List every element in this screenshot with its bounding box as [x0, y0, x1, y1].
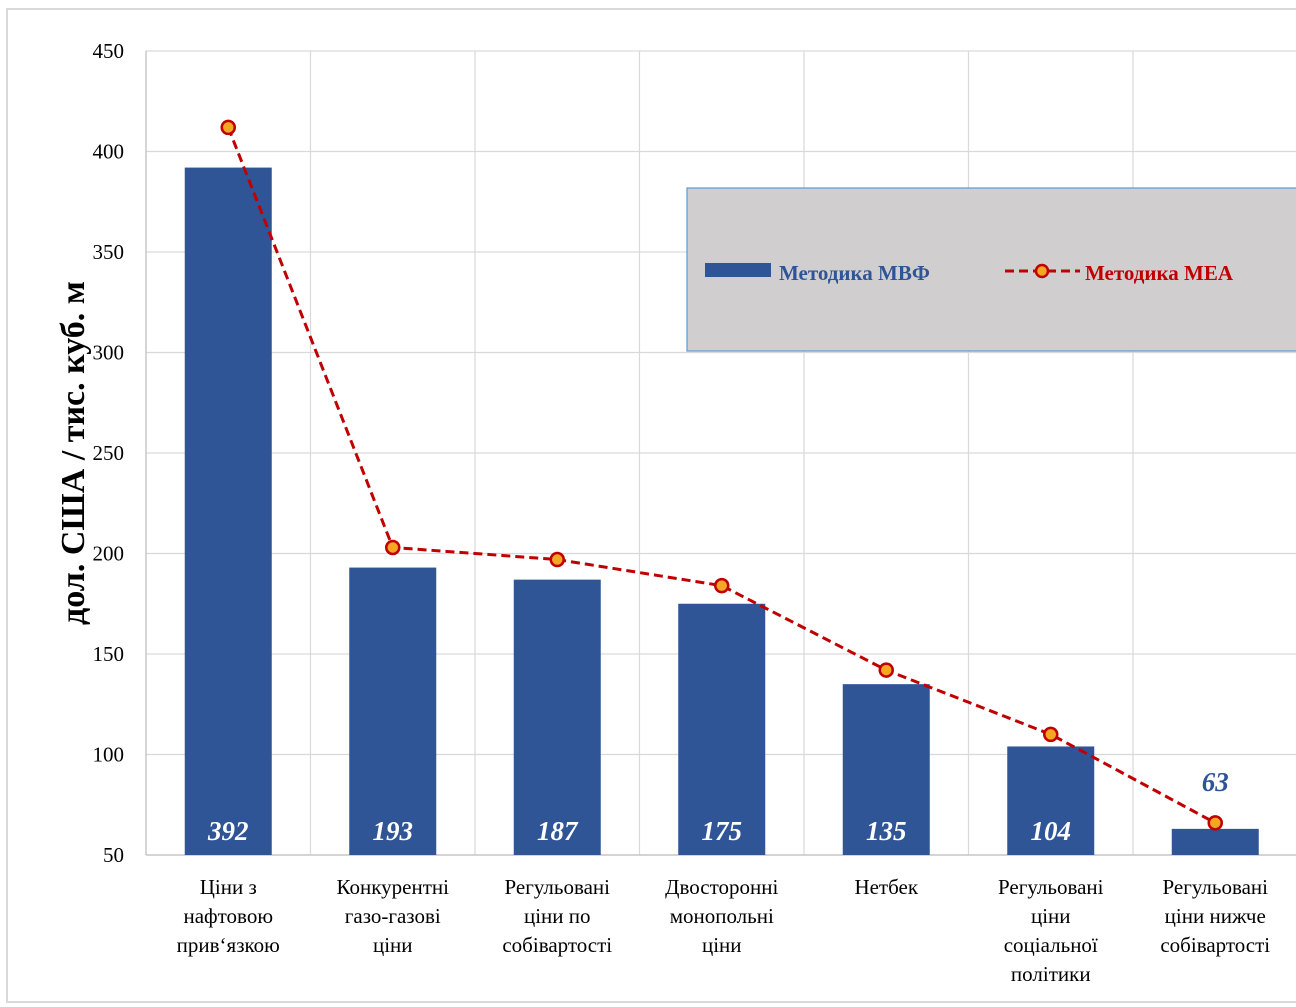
bar-data-label: 135	[866, 816, 907, 846]
bar-data-label: 187	[537, 816, 579, 846]
mea-point	[878, 662, 894, 678]
y-axis-label: дол. США / тис. куб. м	[55, 281, 92, 625]
bar-mvf	[1171, 828, 1259, 855]
y-tick-label: 150	[93, 642, 125, 666]
bar-mvf	[842, 684, 930, 855]
bar-data-labels: 392 193 187 175 135 104 63	[207, 767, 1229, 846]
bar-data-label: 193	[373, 816, 414, 846]
category-labels: Ціни з нафтовою прив‘язкою Конкурентні газо-…	[177, 875, 1271, 986]
y-tick-label: 100	[93, 743, 125, 767]
category-label-line: газо-газові	[345, 904, 441, 928]
category-label-line: політики	[1011, 962, 1091, 986]
category-label-line: Ціни з	[200, 875, 257, 899]
mea-point	[1207, 815, 1223, 831]
category-label-line: Регульовані	[504, 875, 610, 899]
category-label-line: Двосторонні	[665, 875, 778, 899]
bar-mvf	[678, 603, 766, 855]
bars	[184, 167, 1259, 855]
y-tick-label: 50	[103, 843, 124, 867]
bar-data-label: 63	[1202, 767, 1229, 797]
mea-point	[714, 577, 730, 594]
category-label-line: ціни	[1031, 904, 1071, 928]
mea-point	[220, 119, 236, 136]
mea-point	[1043, 726, 1059, 743]
bar-data-label: 104	[1031, 816, 1072, 846]
category-label-line: ціни	[702, 933, 742, 957]
category-label-line: монопольні	[670, 904, 774, 928]
bar-data-label: 175	[702, 816, 743, 846]
legend-mea-marker	[1034, 263, 1050, 279]
category-label-line: соціальної	[1004, 933, 1098, 957]
legend: Методика МВФ Методика МЕА	[686, 187, 1296, 352]
legend-mvf-label: Методика МВФ	[779, 261, 930, 285]
y-tick-label: 450	[93, 39, 125, 63]
category-label: Регульовані ціни соціальної політики	[998, 875, 1104, 986]
category-label-line: нафтовою	[183, 904, 273, 928]
category-label: Регульовані ціни по собівартості	[502, 875, 612, 957]
category-label: Ціни з нафтовою прив‘язкою	[177, 875, 280, 957]
category-label-line: собівартості	[502, 933, 612, 957]
category-label: Двосторонні монопольні ціни	[665, 875, 778, 957]
category-label-line: Конкурентні	[337, 875, 450, 899]
category-label-line: Регульовані	[1162, 875, 1268, 899]
category-label-line: ціни нижче	[1165, 904, 1266, 928]
y-tick-label: 250	[93, 441, 125, 465]
gridlines	[145, 50, 1296, 856]
category-label-line: Регульовані	[998, 875, 1104, 899]
category-label-line: Нетбек	[854, 875, 918, 899]
category-label: Конкурентні газо-газові ціни	[337, 875, 450, 957]
y-tick-label: 200	[93, 542, 125, 566]
legend-mvf-swatch	[705, 263, 771, 277]
y-tick-label: 400	[93, 140, 125, 164]
category-label-line: ціни	[373, 933, 413, 957]
category-label: Регульовані ціни нижче собівартості	[1160, 875, 1270, 957]
mea-point	[549, 551, 565, 568]
mea-line	[220, 119, 1223, 831]
y-tick-label: 350	[93, 240, 125, 264]
legend-box	[686, 187, 1296, 352]
legend-mea-label: Методика МЕА	[1085, 261, 1234, 285]
bar-mvf	[513, 579, 601, 855]
bar-mvf	[184, 167, 272, 855]
category-label-line: прив‘язкою	[177, 933, 280, 957]
category-label-line: ціни по	[524, 904, 591, 928]
category-label: Нетбек	[854, 875, 918, 899]
bar-mvf	[1007, 746, 1095, 855]
y-tick-labels: 50 100 150 200 250 300 350 400 450	[93, 39, 125, 867]
mea-point	[385, 539, 401, 556]
y-tick-label: 300	[93, 341, 125, 365]
category-label-line: собівартості	[1160, 933, 1270, 957]
bar-mvf	[349, 567, 437, 855]
bar-data-label: 392	[207, 816, 249, 846]
